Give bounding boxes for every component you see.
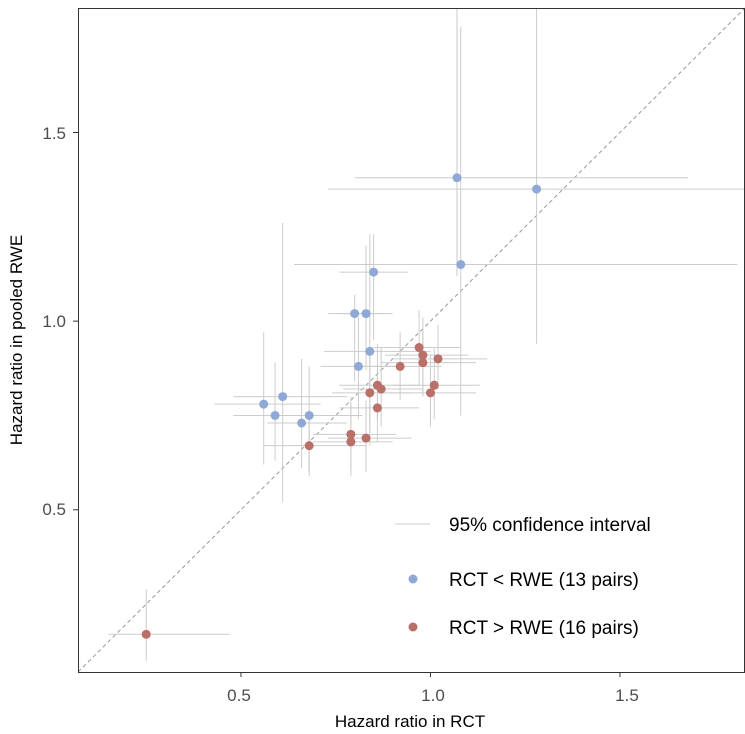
identity-reference-line [77, 7, 745, 673]
y-tick-label: 1.0 [42, 312, 66, 331]
x-axis-title: Hazard ratio in RCT [335, 712, 485, 731]
y-tick-label: 1.5 [42, 124, 66, 143]
point-rct-less-rwe [259, 399, 269, 409]
point-rct-less-rwe [270, 410, 280, 420]
point-rct-greater-rwe [376, 384, 386, 394]
y-axis: 1.5 1.0 0.5 [42, 124, 78, 519]
point-rct-greater-rwe [346, 437, 356, 447]
x-tick-label: 0.5 [227, 686, 251, 705]
legend-rct-greater-marker [408, 622, 418, 632]
legend: 95% confidence interval RCT < RWE (13 pa… [395, 515, 651, 639]
point-rct-less-rwe [350, 309, 360, 319]
x-tick-label: 1.5 [615, 686, 639, 705]
y-axis-title: Hazard ratio in pooled RWE [7, 235, 26, 445]
point-rct-greater-rwe [372, 403, 382, 413]
point-rct-less-rwe [452, 173, 462, 183]
point-rct-greater-rwe [361, 433, 371, 443]
legend-rct-less-label: RCT < RWE (13 pairs) [449, 570, 639, 591]
point-rct-less-rwe [361, 309, 371, 319]
y-tick-label: 0.5 [42, 500, 66, 519]
point-rct-greater-rwe [395, 361, 405, 371]
point-rct-greater-rwe [418, 350, 428, 360]
point-rct-greater-rwe [429, 380, 439, 390]
legend-rct-greater-label: RCT > RWE (16 pairs) [449, 618, 639, 639]
point-rct-greater-rwe [365, 388, 375, 398]
point-rct-greater-rwe [141, 629, 151, 639]
point-rct-less-rwe [456, 260, 466, 270]
point-rct-less-rwe [353, 361, 363, 371]
point-rct-less-rwe [278, 392, 288, 402]
point-rct-less-rwe [365, 346, 375, 356]
point-rct-greater-rwe [425, 388, 435, 398]
point-rct-less-rwe [297, 418, 307, 428]
point-rct-greater-rwe [304, 441, 314, 451]
point-rct-less-rwe [369, 267, 379, 277]
point-rct-greater-rwe [346, 429, 356, 439]
point-rct-greater-rwe [414, 343, 424, 353]
x-axis: 0.5 1.0 1.5 [227, 672, 639, 705]
data-points [141, 173, 542, 639]
point-rct-greater-rwe [418, 358, 428, 368]
point-rct-less-rwe [532, 184, 542, 194]
x-tick-label: 1.0 [421, 686, 445, 705]
legend-rct-less-marker [408, 574, 418, 584]
point-rct-greater-rwe [433, 354, 443, 364]
legend-ci-label: 95% confidence interval [449, 515, 651, 536]
point-rct-less-rwe [304, 410, 314, 420]
